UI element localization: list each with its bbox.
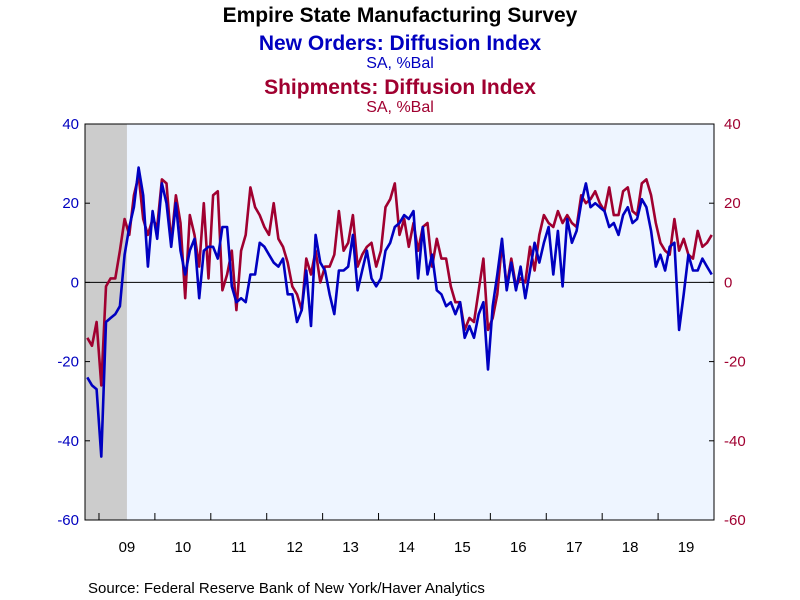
y-tick-label-right: 0 [724,274,732,291]
plot-area [85,124,714,520]
x-tick-label: 15 [454,539,471,556]
series-2-units: SA, %Bal [366,99,434,116]
y-tick-label-right: 20 [724,195,741,212]
series-1-units: SA, %Bal [366,55,434,72]
source-note: Source: Federal Reserve Bank of New York… [88,580,485,597]
series-2-title: Shipments: Diffusion Index [264,76,536,99]
x-tick-label: 18 [622,539,639,556]
series-line-new-orders [86,166,713,458]
series-line-shipments [86,174,713,387]
x-tick-label: 17 [566,539,583,556]
y-tick-label-left: 0 [71,274,79,291]
y-tick-label-left: -60 [57,512,79,529]
series-1-title: New Orders: Diffusion Index [259,32,542,55]
x-tick-label: 12 [286,539,303,556]
y-tick-label-right: -20 [724,354,746,371]
chart-title: Empire State Manufacturing Survey [223,4,578,27]
y-tick-label-left: 20 [62,195,79,212]
y-tick-label-left: 40 [62,116,79,133]
y-tick-label-left: -40 [57,433,79,450]
x-tick-label: 13 [342,539,359,556]
x-tick-label: 11 [231,539,247,556]
y-tick-label-left: -20 [57,354,79,371]
x-tick-label: 14 [398,539,415,556]
x-tick-label: 19 [678,539,695,556]
x-tick-label: 16 [510,539,527,556]
y-tick-label-right: -60 [724,512,746,529]
y-tick-label-right: 40 [724,116,741,133]
y-tick-label-right: -40 [724,433,746,450]
x-tick-label: 10 [175,539,192,556]
x-tick-label: 09 [119,539,136,556]
plot-frame [84,123,715,521]
